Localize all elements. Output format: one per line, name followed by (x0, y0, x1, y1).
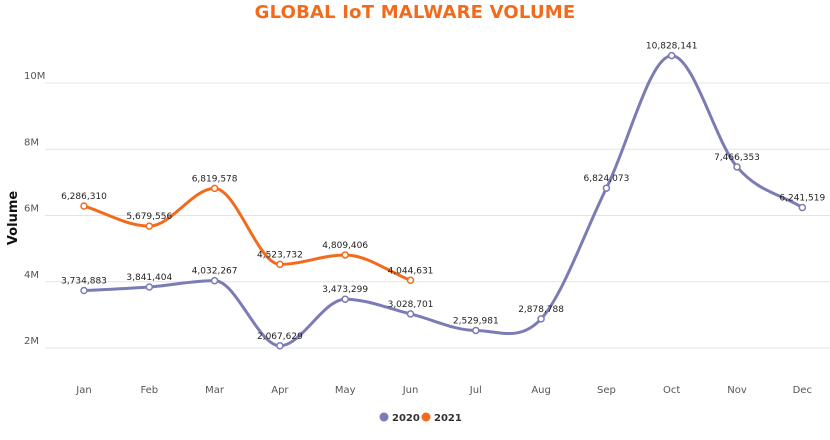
data-point-2021 (80, 202, 88, 210)
data-point-2020 (145, 283, 154, 291)
x-axis-ticks: Jan Feb Mar Apr May Jun Jul Aug Sep Oct Nov Dec (75, 385, 812, 396)
data-point-2020 (210, 276, 219, 285)
data-point-2021 (276, 260, 284, 269)
data-point-2020 (276, 342, 284, 350)
data-point-2020 (341, 295, 349, 303)
data-point-2020 (406, 310, 415, 318)
data-label-2021: 4,044,631 (388, 266, 434, 276)
y-tick-label: 4M (24, 270, 39, 281)
x-tick-label: Nov (727, 385, 747, 396)
data-label-2020: 3,028,701 (388, 300, 434, 310)
legend-label-2021: 2021 (434, 413, 462, 424)
data-label-2021: 5,679,556 (126, 212, 172, 222)
x-tick-label: Dec (793, 385, 812, 396)
y-tick-label: 10M (24, 71, 45, 82)
data-label-2021: 6,819,578 (192, 174, 238, 184)
y-tick-label: 8M (24, 137, 39, 148)
data-labels: 3,734,883 3,841,404 4,032,267 2,067,629 3,47… (61, 42, 825, 342)
data-point-2021 (210, 184, 219, 193)
data-point-2020 (80, 286, 88, 295)
data-point-2020 (667, 51, 676, 60)
x-tick-label: Aug (531, 385, 551, 396)
series-lines (82, 54, 804, 348)
y-axis-label: Volume (6, 191, 21, 246)
data-point-2020 (798, 203, 807, 212)
y-tick-label: 2M (24, 336, 39, 347)
series-line-2021 (82, 186, 412, 282)
legend-marker-2021 (421, 412, 431, 422)
data-point-2021 (406, 276, 415, 285)
x-tick-label: Apr (271, 385, 289, 396)
data-point-2021 (341, 251, 349, 259)
y-tick-label: 6M (24, 204, 39, 215)
data-point-2020 (472, 326, 480, 335)
data-label-2020: 7,466,353 (714, 153, 760, 163)
x-tick-label: Jan (75, 385, 91, 396)
grid-lines (45, 82, 830, 349)
x-tick-label: Feb (140, 385, 158, 396)
data-label-2020: 6,824,073 (583, 174, 629, 184)
data-label-2020: 10,828,141 (646, 42, 698, 52)
data-label-2021: 4,523,732 (257, 250, 303, 260)
chart-title: GLOBAL IoT MALWARE VOLUME (254, 2, 576, 23)
data-label-2020: 2,529,981 (453, 316, 499, 326)
data-label-2020: 6,241,519 (779, 193, 825, 203)
x-tick-label: Sep (597, 385, 616, 396)
data-label-2020: 2,878,788 (518, 305, 564, 315)
data-label-2020: 2,067,629 (257, 332, 303, 342)
x-tick-label: Mar (205, 385, 225, 396)
data-label-2021: 4,809,406 (322, 241, 368, 251)
x-tick-label: Oct (663, 385, 680, 396)
data-point-2020 (537, 315, 545, 323)
data-label-2020: 3,734,883 (61, 277, 107, 287)
series-points (80, 51, 807, 350)
data-label-2020: 4,032,267 (192, 267, 238, 277)
data-label-2021: 6,286,310 (61, 192, 107, 202)
data-label-2020: 3,473,299 (322, 285, 368, 295)
legend-marker-2020 (379, 412, 389, 422)
data-point-2021 (145, 222, 154, 230)
y-axis-ticks: 2M 4M 6M 8M 10M (24, 71, 45, 347)
x-tick-label: May (335, 385, 356, 396)
x-tick-label: Jul (469, 385, 482, 396)
legend-label-2020: 2020 (392, 413, 420, 424)
data-label-2020: 3,841,404 (126, 273, 172, 283)
data-point-2020 (733, 163, 741, 171)
x-tick-label: Jun (402, 385, 419, 396)
legend: 2020 2021 (379, 412, 462, 424)
data-point-2020 (602, 184, 611, 192)
